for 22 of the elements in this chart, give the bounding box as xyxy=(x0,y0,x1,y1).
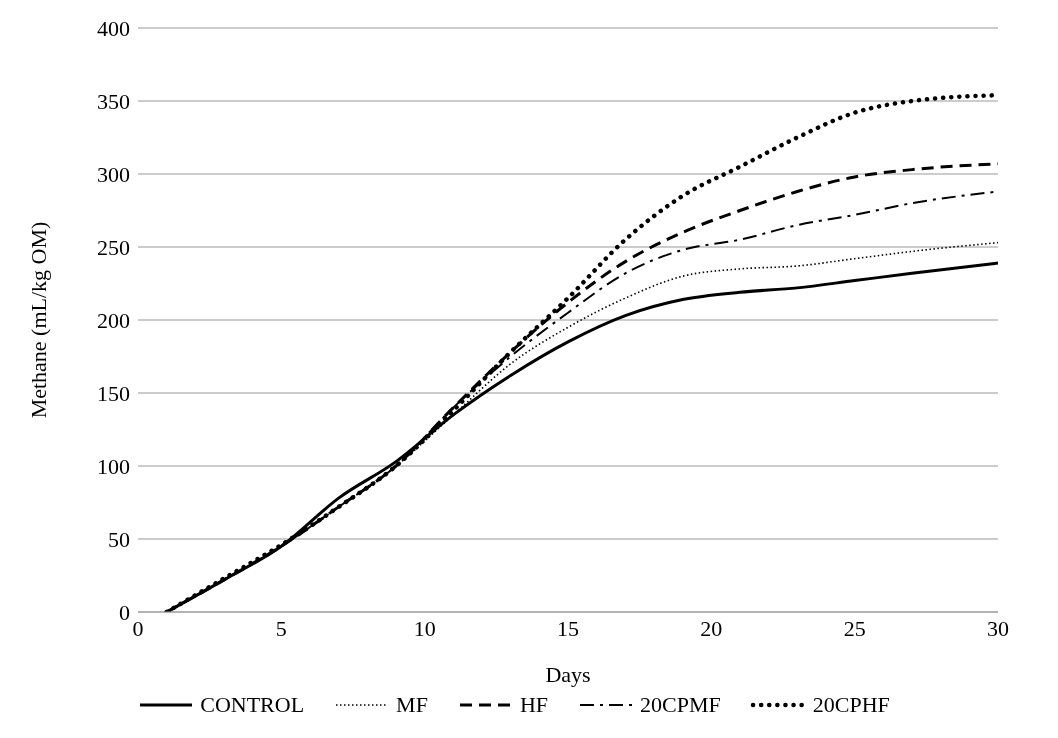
y-tick-label: 250 xyxy=(97,234,130,260)
y-tick-label: 350 xyxy=(97,88,130,114)
y-tick-label: 100 xyxy=(97,453,130,479)
x-axis-title: Days xyxy=(545,662,591,687)
x-tick-label: 30 xyxy=(987,615,1009,641)
y-tick-label: 0 xyxy=(119,599,130,625)
y-tick-label: 150 xyxy=(97,380,130,406)
x-tick-label: 5 xyxy=(275,615,287,641)
x-tick-label: 25 xyxy=(843,615,866,641)
legend-label: 20CPMF xyxy=(640,692,721,718)
x-tick-label: 20 xyxy=(700,615,723,641)
y-axis-title: Methane (mL/kg OM) xyxy=(25,221,51,419)
y-tick-label: 400 xyxy=(97,15,130,41)
legend-label: CONTROL xyxy=(200,692,305,718)
x-tick-label: 15 xyxy=(557,615,579,641)
legend-label: 20CPHF xyxy=(812,692,890,718)
y-tick-label: 200 xyxy=(97,307,130,333)
x-tick-label: 10 xyxy=(413,615,436,641)
legend-label: HF xyxy=(519,692,549,718)
y-tick-label: 300 xyxy=(97,161,130,187)
legend-label: MF xyxy=(396,692,428,718)
y-tick-label: 50 xyxy=(108,526,130,552)
